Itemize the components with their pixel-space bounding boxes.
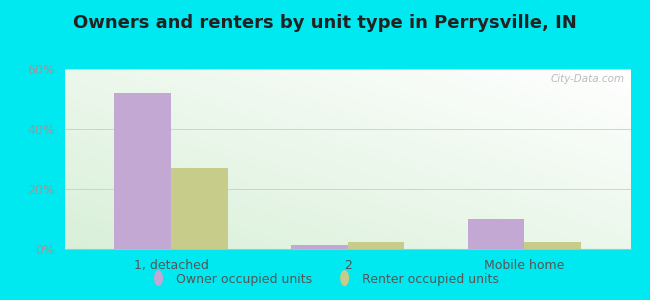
Bar [348,242,404,249]
Bar [468,219,525,249]
Bar [114,93,171,249]
Text: Owners and renters by unit type in Perrysville, IN: Owners and renters by unit type in Perry… [73,14,577,32]
Bar [291,244,348,249]
Text: City-Data.com: City-Data.com [551,74,625,84]
Legend: Owner occupied units, Renter occupied units: Owner occupied units, Renter occupied un… [146,268,504,291]
Bar [525,242,581,249]
Bar [171,168,228,249]
